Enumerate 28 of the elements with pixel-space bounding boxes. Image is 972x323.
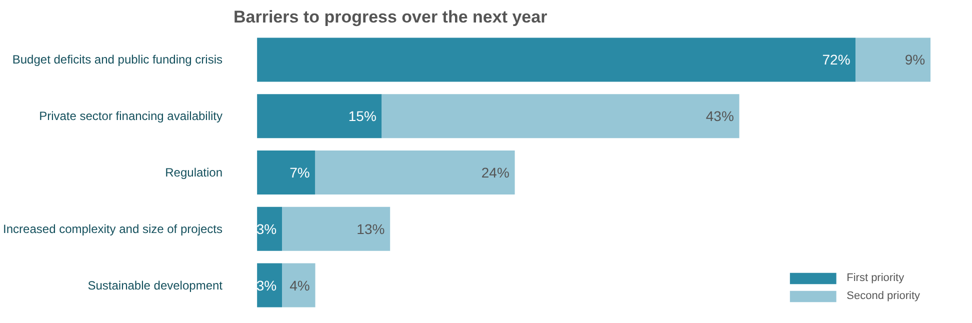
data-label: 9%	[904, 52, 926, 68]
data-label: 15%	[348, 108, 376, 124]
data-label: 3%	[256, 277, 277, 294]
bar	[257, 206, 282, 251]
bar	[282, 206, 390, 251]
data-label: 24%	[481, 164, 510, 180]
bar	[382, 94, 740, 138]
y-tick-label: Regulation	[165, 166, 222, 180]
data-label: 13%	[356, 220, 385, 237]
y-tick-label: Private sector financing availability	[39, 109, 222, 124]
y-tick-label: Increased complexity and size of projects	[3, 222, 223, 236]
data-label: 72%	[822, 52, 850, 68]
legend-label: First priority	[846, 272, 904, 284]
bar	[315, 150, 515, 194]
data-label: 3%	[256, 220, 277, 237]
bar	[257, 38, 856, 82]
data-label: 7%	[290, 164, 310, 180]
data-label: 43%	[706, 108, 734, 124]
y-tick-label: Budget deficits and public funding crisis	[12, 52, 222, 67]
bar	[856, 38, 930, 82]
data-label: 4%	[290, 277, 310, 294]
chart-title: Barriers to progress over the next year	[234, 8, 548, 26]
bar	[257, 263, 282, 308]
bar	[257, 94, 382, 138]
legend-label: Second priority	[846, 290, 920, 302]
bar	[257, 150, 316, 194]
bar	[282, 263, 316, 308]
y-tick-label: Sustainable development	[88, 278, 224, 292]
